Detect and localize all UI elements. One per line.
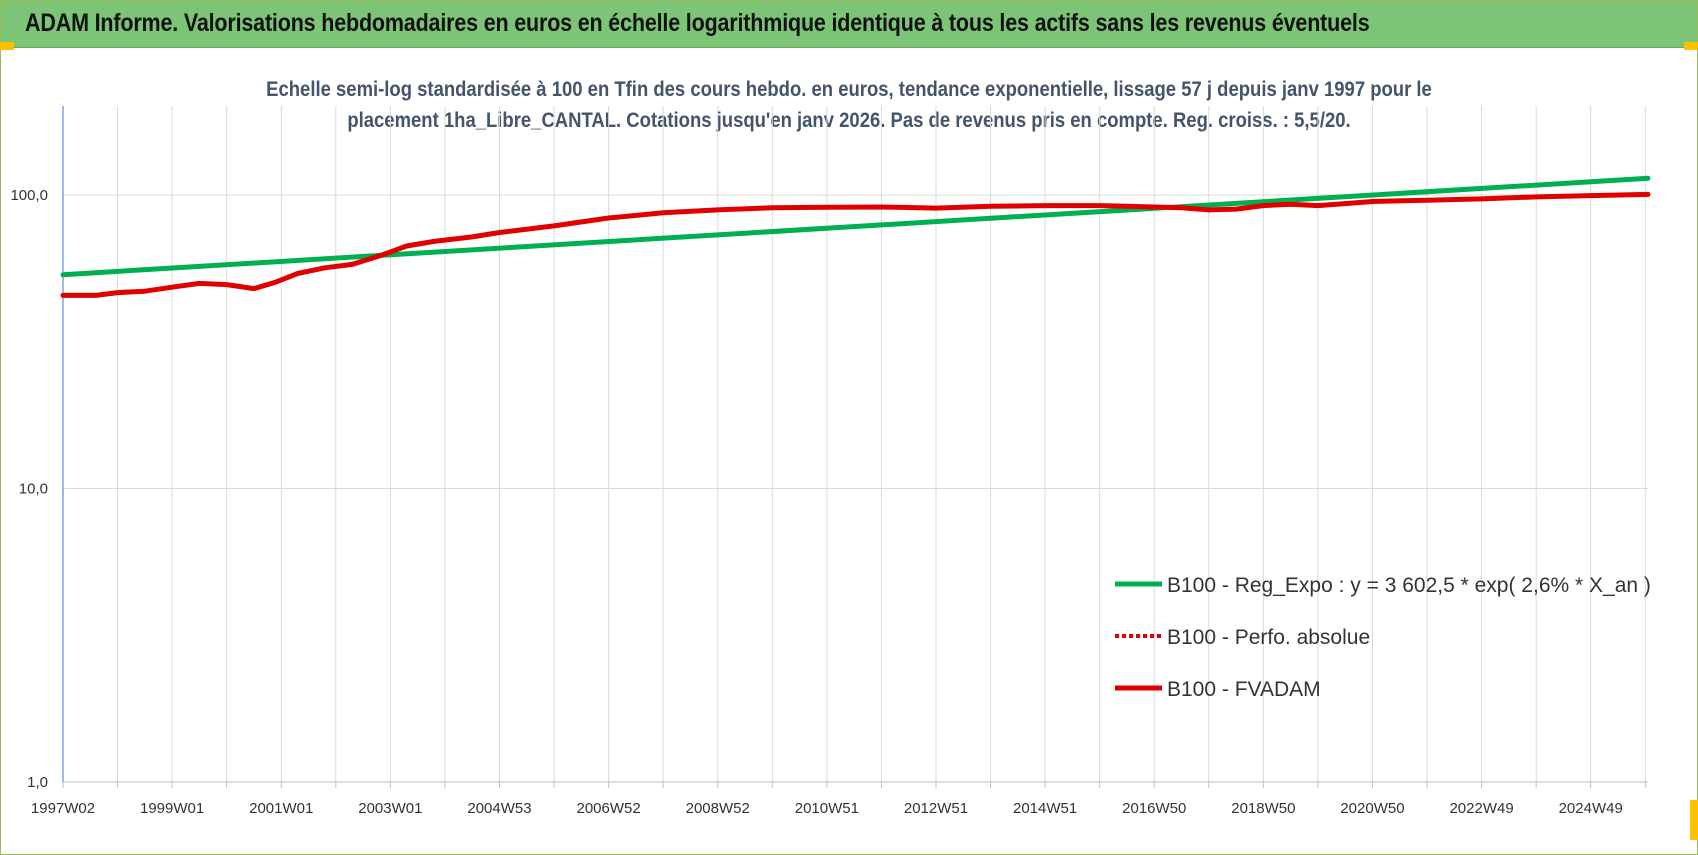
x-tick-label: 2016W50 <box>1122 800 1186 817</box>
corner-accent-bottom-right <box>1690 800 1698 840</box>
corner-accent-top-left <box>0 42 14 50</box>
corner-accent-top-right <box>1684 42 1698 50</box>
y-tick-label: 100,0 <box>10 187 48 204</box>
x-tick-label: 2024W49 <box>1559 800 1623 817</box>
y-tick-label: 1,0 <box>27 774 48 791</box>
x-tick-label: 2020W50 <box>1340 800 1404 817</box>
x-tick-label: 2008W52 <box>686 800 750 817</box>
legend-label-1: B100 - Perfo. absolue <box>1167 626 1370 649</box>
x-tick-label: 1999W01 <box>140 800 204 817</box>
y-tick-label: 10,0 <box>19 481 48 498</box>
x-tick-label: 2014W51 <box>1013 800 1077 817</box>
title-bar: ADAM Informe. Valorisations hebdomadaire… <box>1 1 1697 48</box>
x-tick-label: 2001W01 <box>249 800 313 817</box>
x-tick-label: 1997W02 <box>31 800 95 817</box>
x-tick-label: 2012W51 <box>904 800 968 817</box>
x-tick-label: 2004W53 <box>467 800 531 817</box>
series-line-0 <box>60 175 1651 278</box>
x-tick-label: 2003W01 <box>358 800 422 817</box>
legend-label-0: B100 - Reg_Expo : y = 3 602,5 * exp( 2,6… <box>1167 574 1651 597</box>
x-tick-label: 2010W51 <box>795 800 859 817</box>
x-tick-label: 2018W50 <box>1231 800 1295 817</box>
series-line-2 <box>60 191 1651 298</box>
legend-label-2: B100 - FVADAM <box>1167 678 1321 701</box>
x-tick-label: 2022W49 <box>1449 800 1513 817</box>
chart-subtitle-line-1: Echelle semi-log standardisée à 100 en T… <box>266 78 1432 101</box>
x-tick-label: 2006W52 <box>577 800 641 817</box>
page-title: ADAM Informe. Valorisations hebdomadaire… <box>25 9 1370 37</box>
